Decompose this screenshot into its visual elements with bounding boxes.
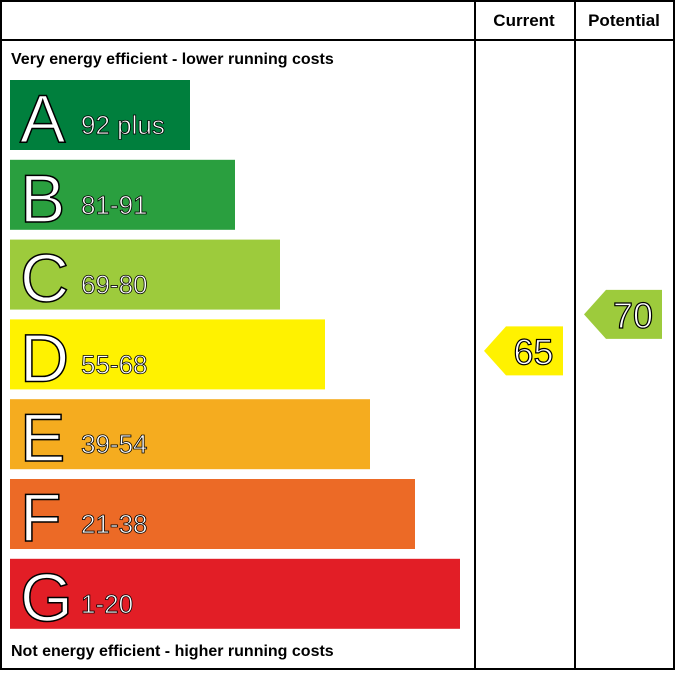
rating-value: 65: [513, 331, 553, 372]
rating-arrow: [484, 326, 563, 376]
band-range: 21-38: [81, 509, 148, 539]
band-letter: G: [20, 560, 73, 636]
band-bar: [10, 159, 235, 230]
band-range: 1-20: [81, 589, 133, 619]
band-range: 55-68: [81, 349, 148, 379]
band-letter: A: [20, 81, 66, 157]
band-letter: B: [20, 161, 65, 237]
band-a: A 92 plus: [10, 80, 190, 158]
band-letter: E: [20, 400, 65, 476]
band-bar: [10, 319, 325, 390]
rating-value: 70: [613, 295, 653, 336]
band-range: 69-80: [81, 270, 148, 300]
band-e: E 39-54: [10, 399, 370, 477]
band-b: B 81-91: [10, 159, 235, 238]
top-label: Very energy efficient - lower running co…: [11, 51, 334, 68]
band-bar: [10, 558, 460, 629]
band-c: C 69-80: [10, 239, 280, 317]
band-letter: D: [20, 320, 69, 396]
rating-arrow: [584, 289, 662, 339]
band-bar: [10, 399, 370, 470]
band-bar: [10, 80, 190, 150]
band-f: F 21-38: [10, 479, 415, 557]
band-letter: F: [20, 480, 62, 556]
bottom-label: Not energy efficient - higher running co…: [11, 643, 334, 660]
current-rating: 65: [484, 326, 563, 376]
header-potential: Potential: [588, 11, 660, 30]
header-current: Current: [493, 11, 555, 30]
band-range: 39-54: [81, 429, 148, 459]
band-range: 81-91: [81, 190, 148, 220]
band-g: G 1-20: [10, 558, 460, 637]
band-bar: [10, 239, 280, 310]
band-d: D 55-68: [10, 319, 325, 397]
band-range: 92 plus: [81, 110, 165, 140]
band-bar: [10, 479, 415, 549]
potential-rating: 70: [584, 289, 662, 339]
band-letter: C: [20, 241, 69, 317]
